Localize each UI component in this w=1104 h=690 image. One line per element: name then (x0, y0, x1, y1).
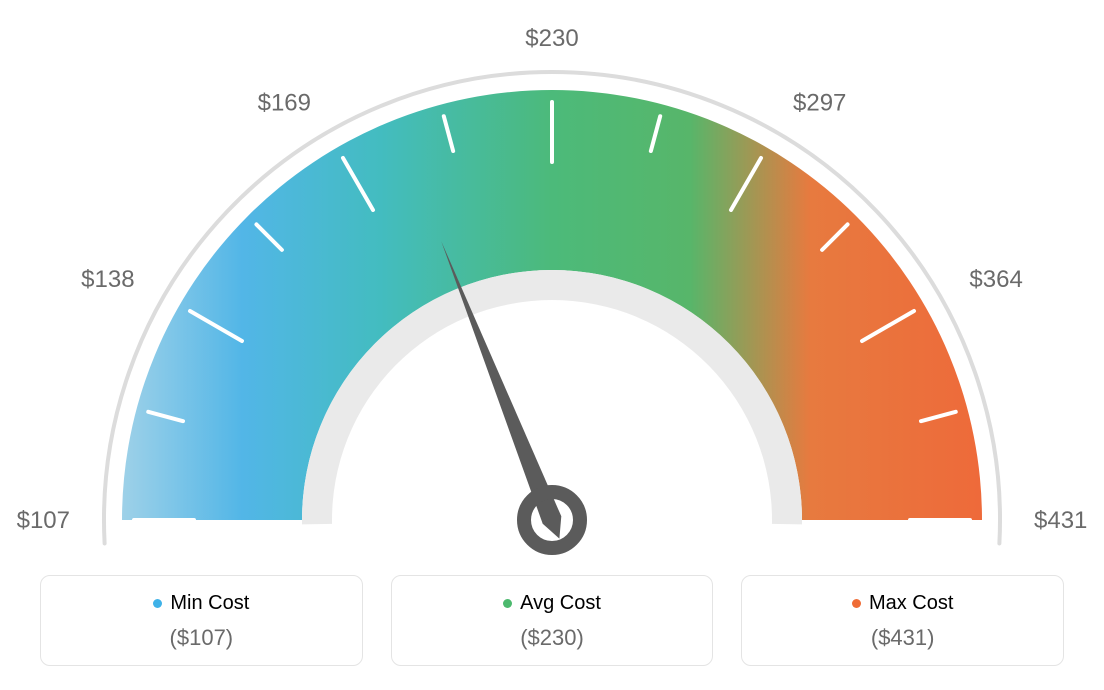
legend-title-avg: Avg Cost (503, 592, 601, 615)
legend-label-max: Max Cost (869, 592, 953, 615)
legend-dot-avg (503, 599, 512, 608)
svg-text:$230: $230 (525, 25, 578, 52)
svg-text:$431: $431 (1034, 507, 1087, 534)
svg-text:$297: $297 (793, 90, 846, 117)
legend-dot-max (852, 599, 861, 608)
chart-container: $107 $138 $169 $230 $297 $364 $431 Min Cost ($… (0, 0, 1104, 690)
gauge-svg: $107 $138 $169 $230 $297 $364 $431 (0, 0, 1104, 560)
legend-dot-min (153, 599, 162, 608)
legend-value-avg: ($230) (402, 625, 703, 651)
legend-card-max: Max Cost ($431) (741, 575, 1064, 666)
legend-value-min: ($107) (51, 625, 352, 651)
legend-value-max: ($431) (752, 625, 1053, 651)
legend-label-avg: Avg Cost (520, 592, 601, 615)
legend-title-min: Min Cost (153, 592, 249, 615)
legend-label-min: Min Cost (170, 592, 249, 615)
legend-card-min: Min Cost ($107) (40, 575, 363, 666)
legend-title-max: Max Cost (852, 592, 953, 615)
svg-text:$169: $169 (258, 90, 311, 117)
svg-text:$364: $364 (969, 266, 1022, 293)
legend-card-avg: Avg Cost ($230) (391, 575, 714, 666)
legend-row: Min Cost ($107) Avg Cost ($230) Max Cost… (40, 575, 1064, 666)
svg-text:$107: $107 (17, 507, 70, 534)
svg-text:$138: $138 (81, 266, 134, 293)
gauge-chart: $107 $138 $169 $230 $297 $364 $431 (0, 0, 1104, 560)
